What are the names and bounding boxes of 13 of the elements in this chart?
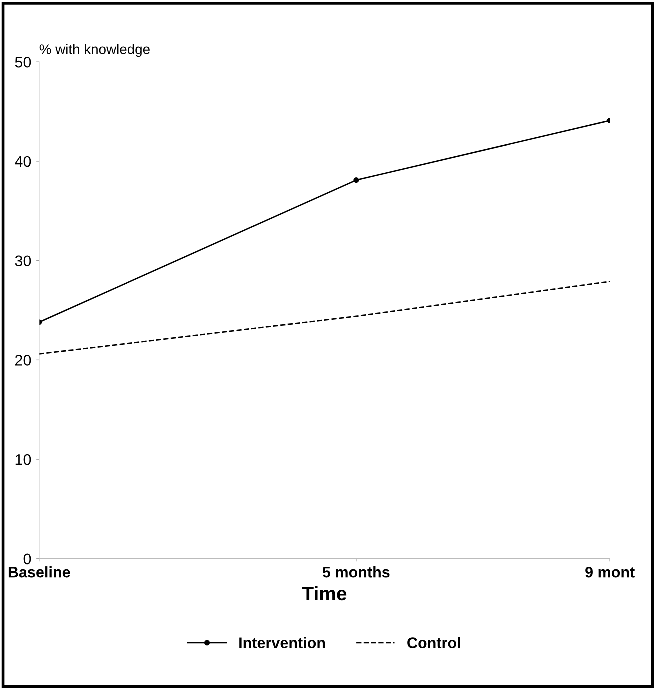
- y-tick-label: 20: [16, 355, 32, 366]
- x-tick-label: 9 mont: [586, 566, 635, 578]
- y-tick-label: 10: [16, 454, 32, 466]
- y-tick-label: 0: [24, 554, 32, 565]
- x-tick-label: 5 months: [322, 566, 390, 578]
- legend-label: Intervention: [240, 637, 326, 648]
- y-tick-label: 30: [15, 256, 32, 267]
- y-tick-label: 40: [15, 156, 32, 168]
- y-tick-label: 50: [15, 56, 32, 68]
- x-tick-label: Baseline: [8, 566, 70, 578]
- x-axis-title: Time: [302, 586, 347, 601]
- y-axis-title: % with knowledge: [40, 44, 150, 58]
- legend-label: Control: [408, 637, 460, 648]
